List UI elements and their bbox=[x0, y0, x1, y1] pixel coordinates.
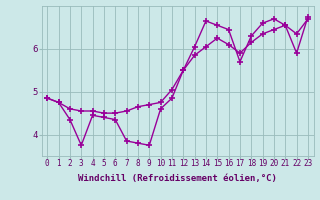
X-axis label: Windchill (Refroidissement éolien,°C): Windchill (Refroidissement éolien,°C) bbox=[78, 174, 277, 183]
